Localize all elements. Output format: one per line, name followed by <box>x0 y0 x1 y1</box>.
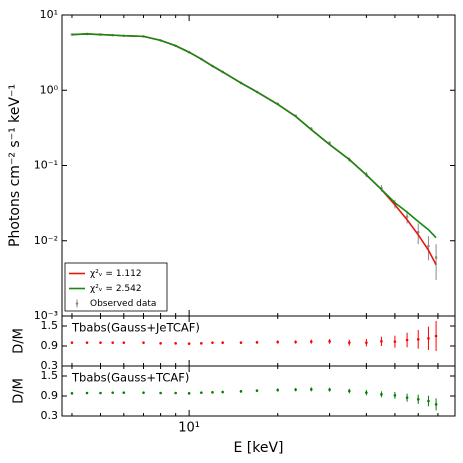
data-point <box>380 393 383 396</box>
x-tick-label: 10¹ <box>178 421 200 436</box>
data-point <box>276 340 280 344</box>
data-point <box>70 341 74 344</box>
data-point <box>221 390 224 394</box>
data-point <box>276 388 280 392</box>
data-point <box>380 340 383 343</box>
y-tick-label: 0.9 <box>41 389 59 402</box>
legend-label: χ²ᵥ = 1.112 <box>90 269 142 279</box>
y-tick-label: 10¹ <box>40 8 58 21</box>
data-point <box>174 342 177 345</box>
data-point <box>294 388 297 391</box>
model-line <box>71 33 437 266</box>
data-point <box>348 389 351 393</box>
data-point <box>70 392 74 395</box>
data-point <box>328 388 331 391</box>
data-point <box>309 340 313 343</box>
data-point <box>187 342 191 345</box>
data-point <box>211 341 214 344</box>
panel-title: Tbabs(Gauss+TCAF) <box>71 371 189 385</box>
model-line <box>71 33 437 239</box>
data-point <box>85 341 89 344</box>
y-axis-label: D/M <box>12 328 27 354</box>
data-point <box>427 244 430 248</box>
data-point <box>255 341 259 344</box>
data-point <box>239 341 243 344</box>
data-point <box>434 403 438 406</box>
data-point <box>85 391 89 395</box>
data-point <box>405 215 409 218</box>
data-point <box>365 341 368 344</box>
y-tick-label: 1.5 <box>41 319 59 332</box>
data-point <box>211 391 214 394</box>
data-point <box>416 338 420 341</box>
data-point <box>122 341 126 344</box>
data-point <box>187 392 191 395</box>
data-point <box>174 391 177 395</box>
data-point <box>239 390 243 393</box>
data-point <box>99 391 102 395</box>
legend-label: χ²ᵥ = 2.542 <box>90 284 142 294</box>
data-point <box>294 340 297 344</box>
data-point <box>142 341 145 344</box>
data-point <box>200 342 203 345</box>
data-point <box>427 337 430 340</box>
data-point <box>328 340 331 343</box>
panel-title: Tbabs(Gauss+JeTCAF) <box>71 321 200 335</box>
data-point <box>416 398 420 401</box>
data-point <box>111 341 114 344</box>
y-tick-label: 0.3 <box>41 359 59 372</box>
y-axis-label: D/M <box>12 378 27 404</box>
data-point <box>221 341 224 344</box>
data-point <box>405 396 409 399</box>
data-point <box>434 334 438 338</box>
data-point <box>122 391 126 394</box>
y-tick-label: 1.5 <box>41 369 59 382</box>
data-point <box>309 388 313 391</box>
data-point <box>99 341 102 344</box>
y-tick-label: 0.9 <box>41 339 59 352</box>
y-tick-label: 10⁻² <box>34 234 58 247</box>
plot-frame <box>61 365 456 417</box>
data-point <box>142 391 145 394</box>
data-point <box>111 391 114 394</box>
legend-box <box>64 262 168 312</box>
y-tick-label: 10⁻¹ <box>34 159 58 172</box>
data-point <box>365 391 368 394</box>
data-point <box>159 391 162 395</box>
data-point <box>427 399 430 403</box>
x-axis-label: E [keV] <box>233 440 283 456</box>
data-point <box>393 394 397 397</box>
data-point <box>348 341 351 344</box>
y-tick-label: 0.3 <box>41 409 59 422</box>
data-point <box>159 342 162 345</box>
data-point <box>434 256 438 259</box>
y-axis-label: Photons cm⁻² s⁻¹ keV⁻¹ <box>7 84 23 247</box>
y-tick-label: 10⁻³ <box>34 309 58 322</box>
data-point <box>200 391 203 394</box>
data-point <box>405 338 409 342</box>
legend-marker <box>75 302 79 305</box>
y-tick-label: 10⁰ <box>40 83 59 96</box>
legend-label: Observed data <box>90 299 156 309</box>
data-point <box>393 340 397 343</box>
data-point <box>255 389 259 392</box>
